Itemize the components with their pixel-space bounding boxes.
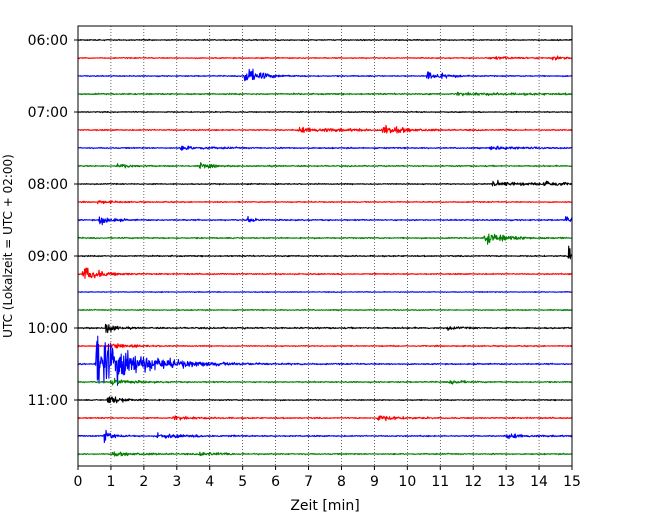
plot-frame xyxy=(77,25,573,467)
x-tick-label: 1 xyxy=(106,474,115,490)
x-tick-label: 0 xyxy=(74,474,83,490)
seismogram-trace xyxy=(77,91,573,97)
y-tick-label: 10:00 xyxy=(28,321,68,337)
x-tick-label: 5 xyxy=(238,474,247,490)
x-tick-label: 6 xyxy=(271,474,280,490)
seismogram-trace xyxy=(77,377,573,386)
x-tick-label: 9 xyxy=(370,474,379,490)
seismogram-trace xyxy=(77,245,573,260)
seismogram-trace xyxy=(77,396,573,404)
seismogram-trace xyxy=(77,200,573,205)
plot-background xyxy=(78,26,572,466)
seismogram-trace xyxy=(77,124,573,134)
seismogram-trace xyxy=(77,215,573,226)
y-axis-ticks: 06:00 07:00 08:00 09:00 10:00 11:00 xyxy=(28,33,78,409)
seismogram-trace xyxy=(77,145,573,151)
seismogram-trace xyxy=(77,342,573,349)
x-tick-label: 11 xyxy=(431,474,449,490)
y-tick-label: 08:00 xyxy=(28,177,68,193)
y-tick-label: 11:00 xyxy=(28,393,68,409)
x-axis-ticks: 0 1 2 3 4 5 6 7 8 9 10 11 12 13 14 15 xyxy=(74,466,581,490)
seismogram-trace xyxy=(77,179,573,187)
seismogram-trace xyxy=(77,162,573,169)
grid-lines xyxy=(110,26,540,466)
y-tick-label: 09:00 xyxy=(28,249,68,265)
seismogram-trace xyxy=(77,308,573,312)
seismogram-trace xyxy=(77,290,573,294)
x-tick-label: 15 xyxy=(563,474,581,490)
seismogram-trace xyxy=(77,55,573,61)
seismogram-trace xyxy=(77,415,573,422)
x-tick-label: 4 xyxy=(205,474,214,490)
x-tick-label: 8 xyxy=(337,474,346,490)
seismogram-trace xyxy=(77,323,573,334)
x-tick-label: 3 xyxy=(172,474,181,490)
x-tick-label: 13 xyxy=(497,474,515,490)
x-tick-label: 10 xyxy=(398,474,416,490)
seismogram-traces xyxy=(77,38,573,457)
seismogram-trace xyxy=(77,38,573,42)
y-axis-label: UTC (Lokalzeit = UTC + 02:00) xyxy=(1,154,15,338)
seismogram-trace xyxy=(77,335,573,386)
seismogram-trace xyxy=(77,451,573,457)
y-tick-label: 06:00 xyxy=(28,33,68,49)
y-tick-label: 07:00 xyxy=(28,105,68,121)
seismogram-trace xyxy=(77,110,573,114)
seismogram-trace xyxy=(77,233,573,245)
x-tick-label: 2 xyxy=(139,474,148,490)
seismogram-trace xyxy=(77,68,573,82)
x-tick-label: 14 xyxy=(530,474,548,490)
x-tick-label: 7 xyxy=(304,474,313,490)
seismogram-trace xyxy=(77,429,573,444)
x-tick-label: 12 xyxy=(464,474,482,490)
x-axis-label: Zeit [min] xyxy=(290,498,359,514)
seismogram-trace xyxy=(77,267,573,279)
